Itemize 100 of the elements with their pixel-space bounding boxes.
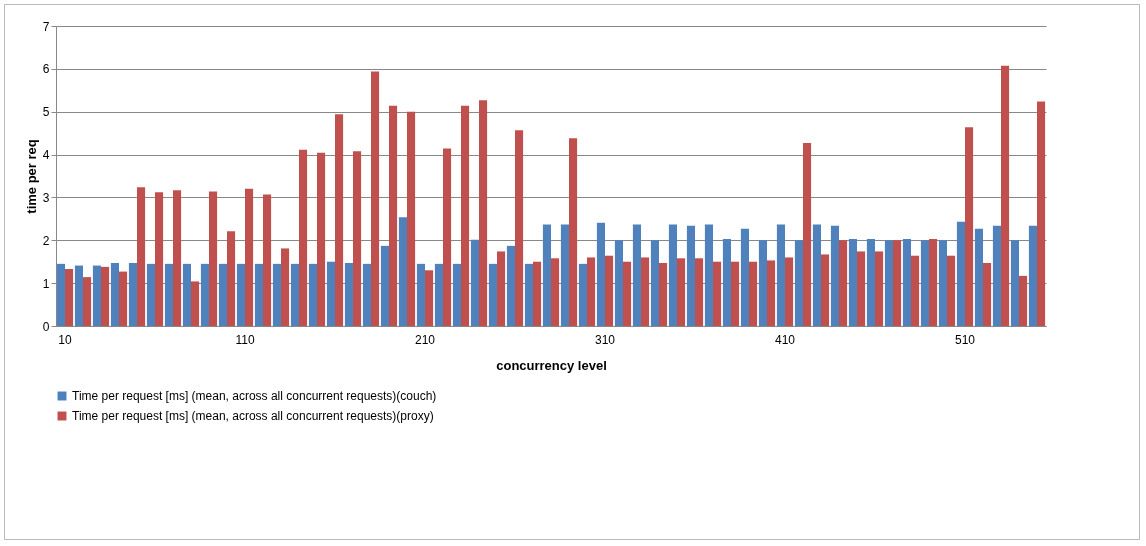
bar <box>920 240 929 326</box>
bar <box>218 263 227 326</box>
bar <box>191 281 200 326</box>
bar <box>515 130 524 326</box>
bar <box>119 271 128 326</box>
bar <box>578 263 587 326</box>
bar <box>533 261 542 326</box>
bar <box>335 114 344 326</box>
bar <box>497 251 506 326</box>
x-tick-label: 110 <box>235 332 255 347</box>
bar <box>380 245 389 326</box>
bar <box>56 263 65 326</box>
bar <box>182 263 191 326</box>
bar <box>740 228 749 326</box>
y-tick-label: 5 <box>42 105 50 120</box>
bar <box>299 149 308 326</box>
bar <box>236 263 245 326</box>
bar <box>326 261 335 326</box>
legend-label: Time per request [ms] (mean, across all concurrent requests)(couch) <box>72 389 437 403</box>
bar <box>272 263 281 326</box>
bar <box>605 255 614 326</box>
bar <box>875 251 884 326</box>
bar <box>956 221 965 326</box>
bar <box>488 263 497 326</box>
bar <box>263 194 272 326</box>
bar <box>902 239 911 326</box>
bar <box>470 239 479 326</box>
bar <box>560 224 569 326</box>
bar <box>290 263 299 326</box>
bar <box>227 231 236 326</box>
bar <box>686 225 695 326</box>
bar <box>650 240 659 326</box>
bar <box>722 239 731 326</box>
bar <box>758 240 767 326</box>
y-axis-title: time per req <box>23 139 39 214</box>
bar <box>929 239 938 326</box>
legend-label: Time per request [ms] (mean, across all concurrent requests)(proxy) <box>72 409 434 423</box>
bar <box>965 127 974 326</box>
bar <box>398 217 407 326</box>
bar <box>353 151 362 326</box>
y-tick-label: 4 <box>42 148 50 163</box>
bar <box>101 266 110 326</box>
bar <box>731 261 740 326</box>
bar <box>173 190 182 326</box>
bar <box>524 263 533 326</box>
y-tick-label: 6 <box>42 62 50 77</box>
y-tick-label: 0 <box>42 319 50 334</box>
x-tick-label: 510 <box>954 332 976 347</box>
bar <box>1028 225 1037 326</box>
bar <box>317 152 326 326</box>
bar <box>443 148 452 326</box>
bar <box>416 263 425 326</box>
bar <box>506 245 515 326</box>
bar <box>695 258 704 326</box>
bar <box>1001 65 1010 326</box>
bar <box>947 255 956 326</box>
y-tick-label: 7 <box>42 19 50 34</box>
bar <box>632 224 641 326</box>
bar <box>587 257 596 326</box>
bar <box>884 240 893 326</box>
bar <box>812 224 821 326</box>
bar <box>254 263 263 326</box>
bar <box>821 254 830 326</box>
bar <box>641 257 650 326</box>
bar <box>704 224 713 326</box>
bar <box>776 224 785 326</box>
bar <box>542 224 551 326</box>
bar <box>479 100 488 326</box>
bar <box>164 263 173 326</box>
bar <box>677 258 686 326</box>
bar <box>848 239 857 326</box>
bar <box>83 277 92 326</box>
bar <box>281 248 290 326</box>
bar <box>911 255 920 326</box>
bar <box>614 240 623 326</box>
bar <box>74 265 83 326</box>
bar <box>362 263 371 326</box>
bar <box>830 225 839 326</box>
bar <box>803 143 812 326</box>
x-tick-label: 10 <box>58 332 72 347</box>
bar <box>371 71 380 326</box>
bar <box>857 251 866 326</box>
bar <box>623 261 632 326</box>
bar <box>866 239 875 326</box>
y-tick-label: 3 <box>42 190 50 205</box>
x-axis-title: concurrency level <box>496 357 607 373</box>
bar <box>785 257 794 326</box>
bar <box>749 261 758 326</box>
bar <box>128 263 137 326</box>
y-tick-label: 1 <box>42 276 50 291</box>
bar <box>659 263 668 326</box>
bar <box>938 240 947 326</box>
bar <box>893 240 902 326</box>
bar <box>155 192 164 326</box>
bar <box>407 111 416 326</box>
bar <box>713 261 722 326</box>
bar <box>146 263 155 326</box>
bar <box>425 270 434 326</box>
x-tick-label: 310 <box>594 332 616 347</box>
bar <box>551 258 560 326</box>
